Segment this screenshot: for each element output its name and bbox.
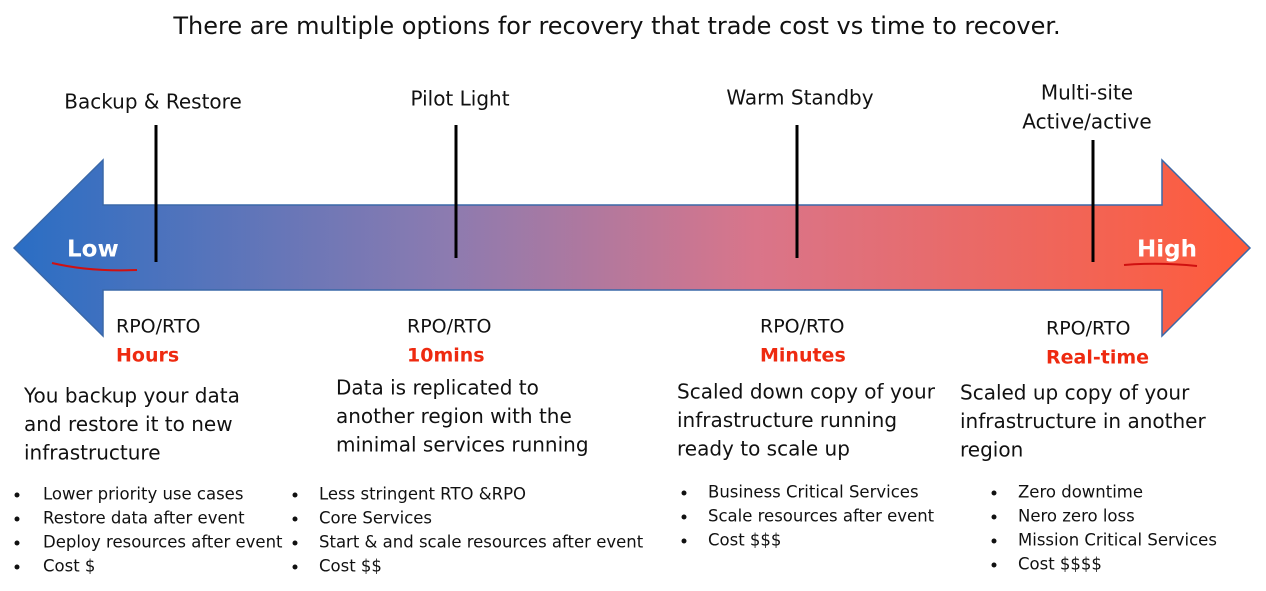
bullet-dot [292,564,298,570]
bullet: Scale resources after event [708,507,935,526]
bullet: Cost $$$ [708,531,781,550]
bullet: Lower priority use cases [43,485,243,504]
description: infrastructure [24,441,161,465]
bullet: Start & and scale resources after event [319,533,644,552]
metric-label: RPO/RTO [116,316,200,338]
bullet: Cost $ [43,557,95,576]
bullet: Core Services [319,509,432,528]
bullet-dot [681,514,687,520]
option-name: Active/active [1022,110,1151,134]
bullet-dot [292,516,298,522]
bullet-dot [991,538,997,544]
option-name: Warm Standby [726,86,873,110]
description: region [960,438,1023,462]
bullet-dot [14,492,20,498]
bullet-dot [14,516,20,522]
option-name: Multi-site [1041,81,1133,105]
description: infrastructure running [677,408,897,432]
description: and restore it to new [24,412,233,436]
bullet-dot [681,538,687,544]
bullet: Cost $$$$ [1018,555,1102,574]
bullet-dot [991,562,997,568]
time-value: Real-time [1046,347,1149,369]
bullet: Mission Critical Services [1018,531,1217,550]
description: ready to scale up [677,437,850,461]
bullet-dot [14,564,20,570]
time-value: Minutes [760,345,846,367]
bullet: Cost $$ [319,557,382,576]
description: You backup your data [23,384,240,408]
options: Backup & Restore RPO/RTO Hours You backup y… [14,81,1217,576]
metric-label: RPO/RTO [407,316,491,338]
bullet-dot [991,490,997,496]
option-name: Backup & Restore [64,90,242,114]
bullet-dot [292,540,298,546]
description: Data is replicated to [336,376,539,400]
metric-label: RPO/RTO [1046,318,1130,340]
option-name: Pilot Light [410,87,509,111]
bullet: Zero downtime [1018,483,1143,502]
bullet: Restore data after event [43,509,245,528]
description: Scaled down copy of your [677,380,936,404]
time-value: Hours [116,345,179,367]
bullet: Business Critical Services [708,483,919,502]
bullet: Less stringent RTO &RPO [319,485,526,504]
description: another region with the [336,404,572,428]
description: Scaled up copy of your [960,381,1190,405]
bullet: Deploy resources after event [43,533,283,552]
metric-label: RPO/RTO [760,316,844,338]
scale-arrow [12,158,1252,338]
description: minimal services running [336,433,589,457]
bullet-dot [991,514,997,520]
bullet-dot [14,540,20,546]
underline [51,262,138,272]
underline [1123,262,1198,267]
scale-high: High [1137,237,1197,263]
bullet-dot [681,490,687,496]
bullet-dot [292,492,298,498]
time-value: 10mins [407,345,485,367]
bullet: Nero zero loss [1018,507,1135,526]
description: infrastructure in another [960,409,1206,433]
title: There are multiple options for recovery … [172,12,1060,40]
scale-low: Low [67,237,119,263]
